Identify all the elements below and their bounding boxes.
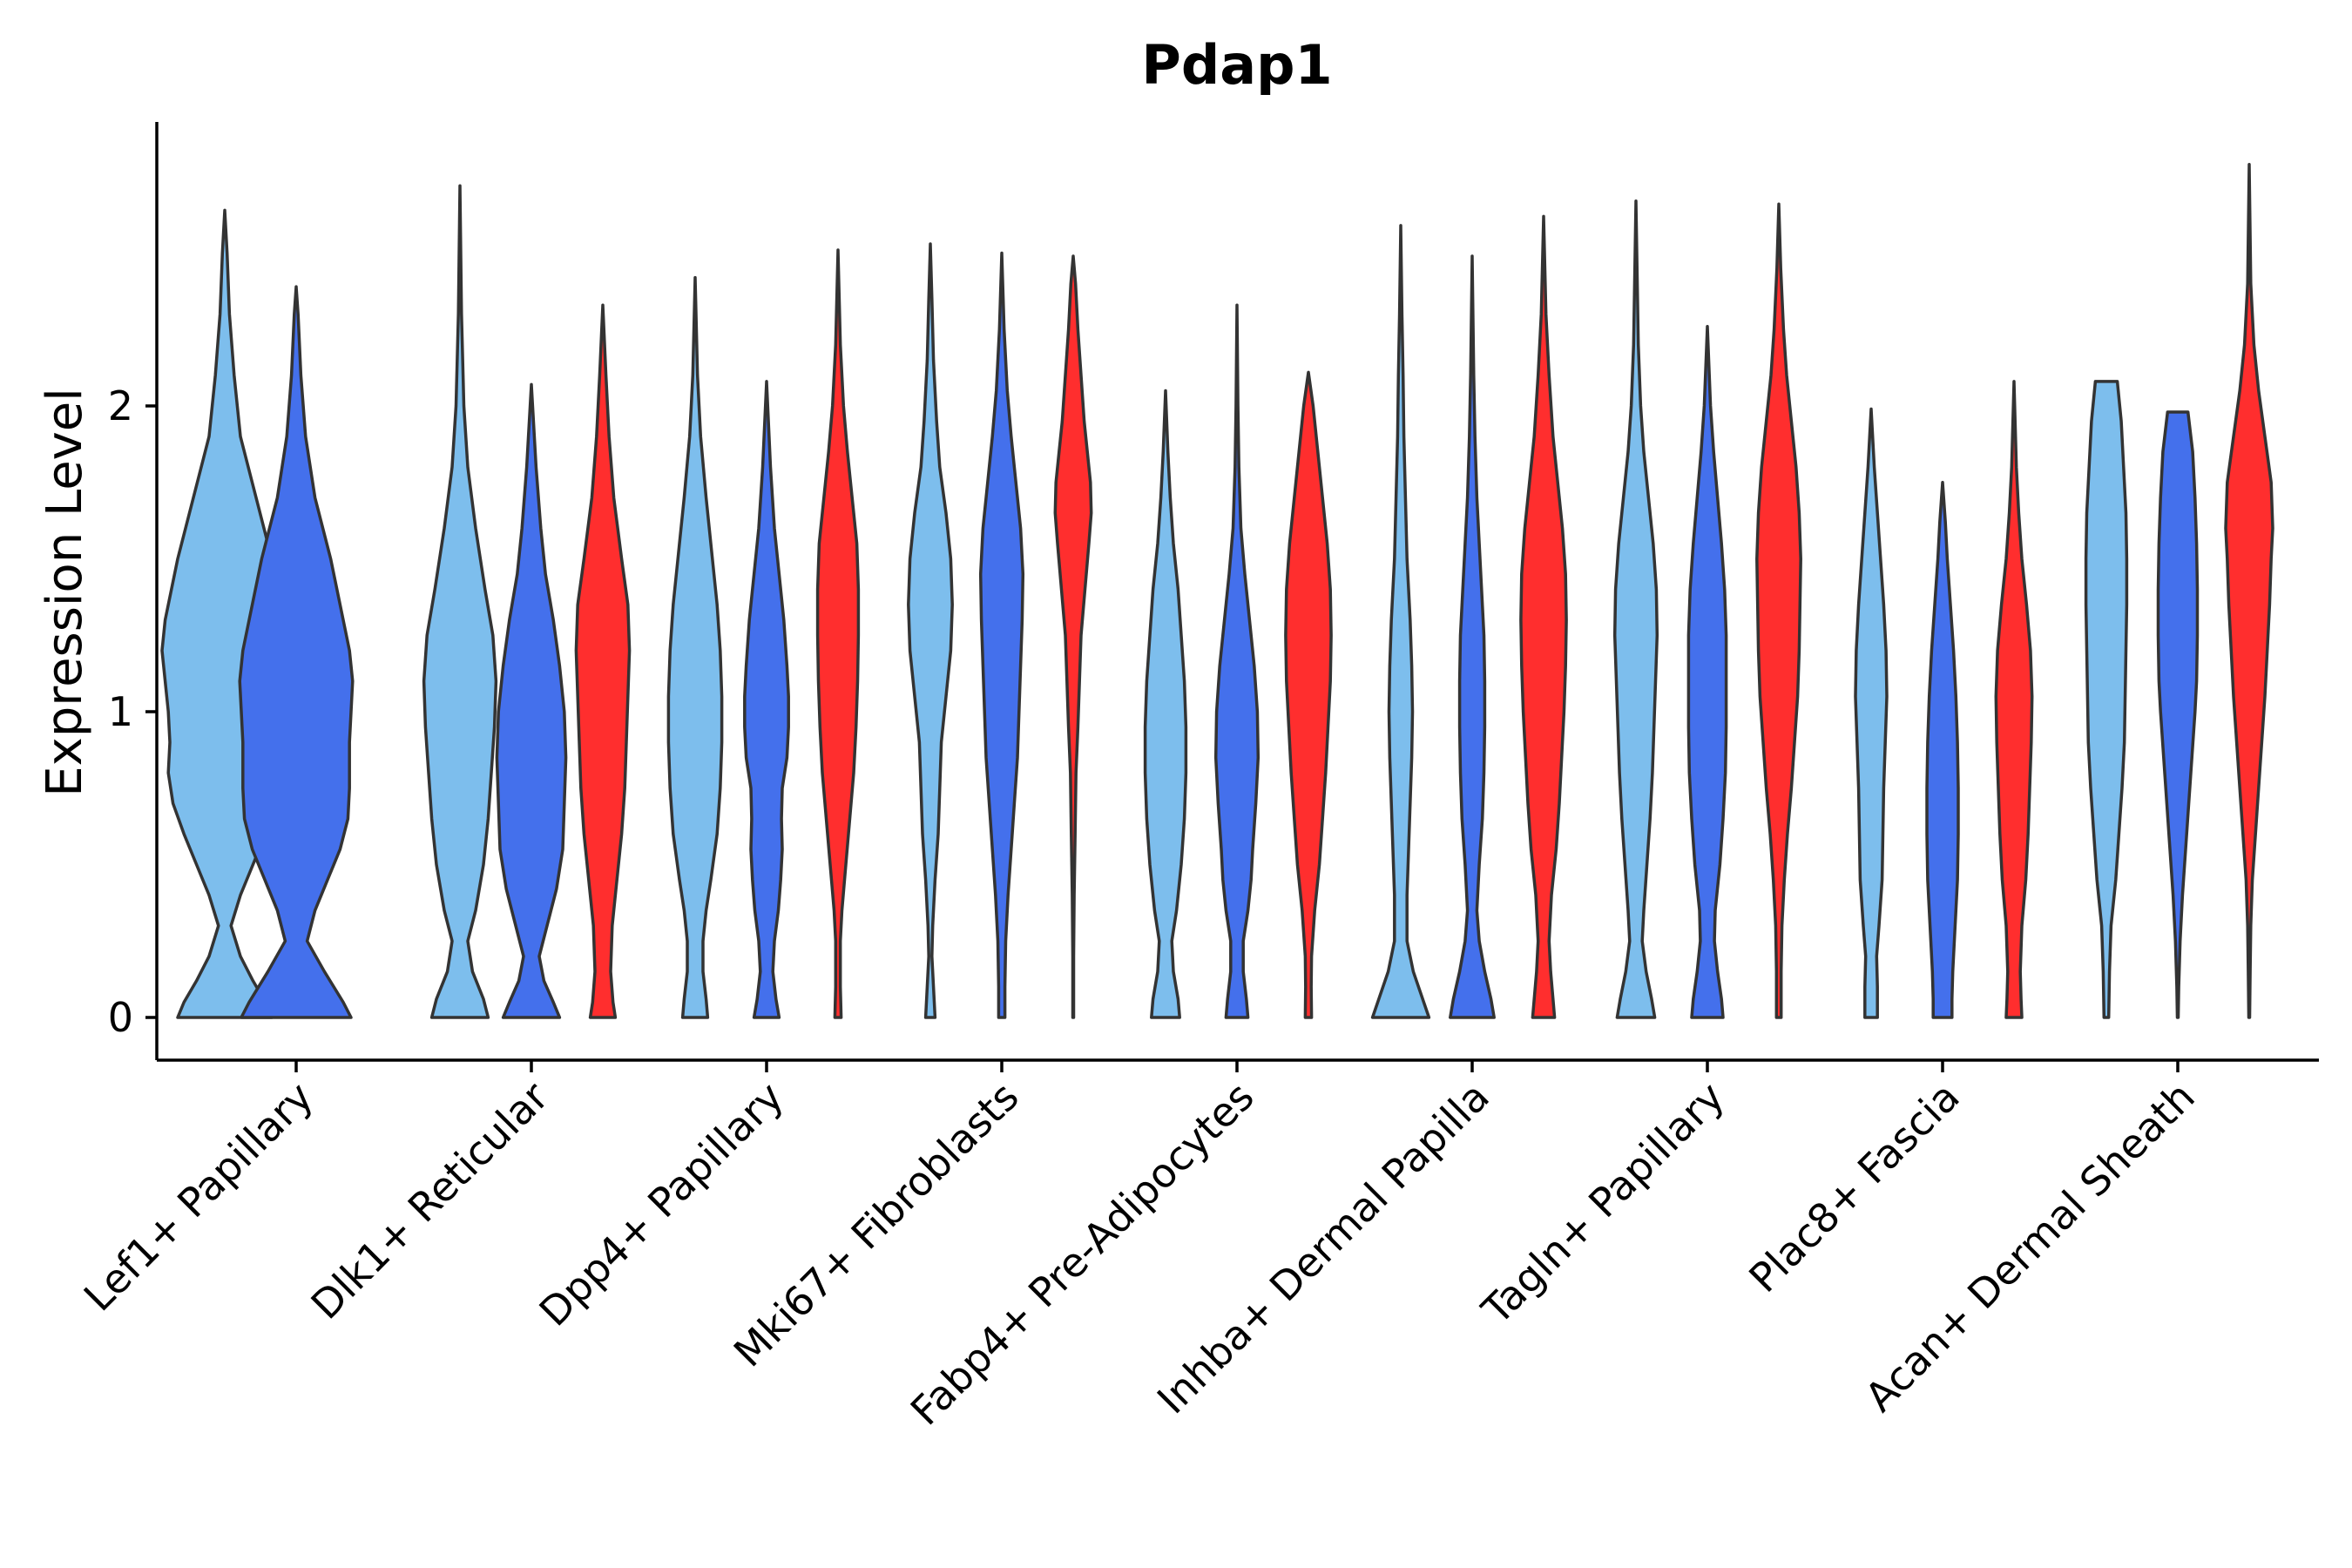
violin-8-group-1 bbox=[1854, 407, 1889, 1019]
y-ticks: 0 1 2 bbox=[108, 382, 157, 1041]
violin-6-group-3 bbox=[1519, 214, 1568, 1019]
violin-4-group-2 bbox=[978, 251, 1025, 1019]
violin-5-group-2 bbox=[1213, 303, 1260, 1019]
x-tick-label-7: Tagln+ Papillary bbox=[1472, 1073, 1734, 1335]
y-tick-label-1: 1 bbox=[108, 688, 133, 735]
violin-1-group-2 bbox=[238, 285, 355, 1019]
violin-7-group-2 bbox=[1686, 324, 1728, 1019]
x-tick-label-8: Plac8+ Fascia bbox=[1740, 1073, 1968, 1301]
violin-4-group-3 bbox=[1053, 254, 1093, 1019]
violin-2-group-1 bbox=[422, 184, 498, 1019]
violin-2-group-3 bbox=[574, 303, 632, 1019]
violin-5-group-1 bbox=[1143, 389, 1188, 1019]
violin-7-group-1 bbox=[1612, 199, 1659, 1019]
violin-group bbox=[160, 162, 2274, 1019]
violin-3-group-2 bbox=[743, 380, 790, 1019]
violin-3-group-1 bbox=[666, 275, 724, 1019]
x-tick-label-2: Dlk1+ Reticular bbox=[302, 1073, 558, 1328]
violin-2-group-2 bbox=[495, 382, 568, 1019]
violin-3-group-3 bbox=[815, 248, 861, 1019]
violin-8-group-2 bbox=[1925, 481, 1960, 1019]
violin-4-group-1 bbox=[907, 242, 954, 1019]
y-axis-label: Expression Level bbox=[37, 388, 93, 797]
violin-7-group-3 bbox=[1755, 202, 1802, 1019]
violin-9-group-3 bbox=[2224, 162, 2274, 1019]
y-tick-label-0: 0 bbox=[108, 994, 133, 1041]
x-tick-label-3: Dpp4+ Papillary bbox=[531, 1073, 793, 1335]
violin-5-group-3 bbox=[1284, 370, 1333, 1019]
y-tick-label-2: 2 bbox=[108, 382, 133, 429]
chart-title: Pdap1 bbox=[1141, 33, 1332, 97]
violin-9-group-1 bbox=[2084, 380, 2129, 1019]
violin-9-group-2 bbox=[2156, 410, 2200, 1019]
violin-8-group-3 bbox=[1994, 380, 2034, 1019]
violin-6-group-1 bbox=[1370, 224, 1431, 1019]
x-tick-label-1: Lef1+ Papillary bbox=[75, 1073, 322, 1321]
violin-6-group-2 bbox=[1449, 254, 1496, 1019]
